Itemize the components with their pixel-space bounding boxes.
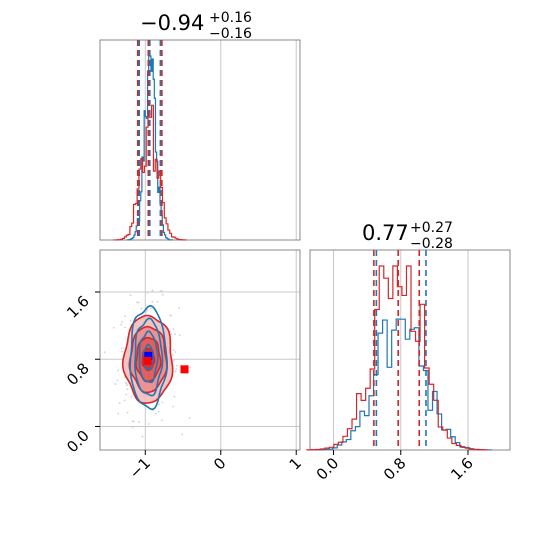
scatter-point bbox=[157, 410, 160, 413]
x-tick-label-param-0-2: 1 bbox=[286, 454, 305, 473]
scatter-point bbox=[188, 416, 191, 419]
marginal-panel-param-1 bbox=[306, 249, 511, 451]
scatter-point bbox=[124, 315, 126, 318]
scatter-point bbox=[150, 307, 152, 310]
scatter-point bbox=[131, 426, 134, 428]
scatter-point bbox=[178, 307, 181, 309]
scatter-point bbox=[132, 420, 135, 423]
truth-marker-2 bbox=[180, 365, 189, 374]
scatter-point bbox=[141, 435, 144, 438]
scatter-point bbox=[146, 309, 149, 311]
scatter-point bbox=[174, 333, 176, 336]
scatter-point bbox=[172, 405, 174, 408]
scatter-point bbox=[151, 289, 154, 292]
scatter-point bbox=[161, 419, 163, 422]
x-tick-label-param-0-1: 0 bbox=[210, 454, 229, 473]
scatter-point bbox=[174, 351, 177, 353]
scatter-point bbox=[121, 321, 123, 323]
scatter-point bbox=[169, 314, 172, 317]
scatter-point bbox=[170, 333, 172, 335]
marginal-0-hist-series-1 bbox=[112, 104, 187, 241]
scatter-point bbox=[121, 347, 124, 350]
scatter-point bbox=[136, 301, 138, 304]
scatter-point bbox=[126, 388, 129, 390]
param-0-title-plus: +0.16 bbox=[209, 10, 252, 26]
scatter-point bbox=[155, 412, 158, 415]
y-tick-label-param-1-2: 1.6 bbox=[63, 292, 93, 322]
scatter-point bbox=[175, 368, 178, 370]
scatter-point bbox=[169, 330, 172, 333]
scatter-point bbox=[103, 351, 106, 354]
y-tick-label-param-1-1: 0.8 bbox=[63, 359, 93, 389]
marginal-1-hist-series-0 bbox=[309, 318, 493, 451]
tick-labels: −1 0 1 0.0 0.8 1.6 0.0 0.8 1.6 bbox=[63, 291, 477, 484]
scatter-point bbox=[158, 403, 161, 406]
scatter-point bbox=[130, 395, 133, 398]
scatter-point bbox=[125, 382, 128, 385]
scatter-point bbox=[124, 381, 127, 384]
scatter-point bbox=[171, 354, 174, 356]
scatter-point bbox=[117, 412, 120, 415]
x-tick-label-param-0-0: −1 bbox=[126, 454, 154, 482]
joint-frame bbox=[99, 249, 301, 451]
scatter-point bbox=[118, 402, 121, 405]
marginal-1-hist-series-1 bbox=[306, 265, 489, 451]
scatter-point bbox=[161, 293, 164, 296]
scatter-point bbox=[123, 376, 126, 379]
scatter-point bbox=[173, 395, 176, 398]
scatter-point bbox=[175, 364, 178, 367]
scatter-point bbox=[123, 399, 126, 402]
scatter-point bbox=[146, 291, 149, 294]
scatter-point bbox=[178, 334, 181, 337]
scatter-point bbox=[120, 323, 123, 326]
scatter-point bbox=[126, 411, 129, 414]
scatter-point bbox=[151, 300, 154, 303]
y-tick-label-param-1-0: 0.0 bbox=[63, 427, 93, 457]
scatter-point bbox=[160, 289, 163, 292]
param-1-title-value: 0.77 bbox=[362, 221, 409, 245]
param-1-title: 0.77 +0.27 −0.28 bbox=[362, 220, 453, 252]
scatter-point bbox=[147, 423, 150, 425]
scatter-point bbox=[114, 383, 117, 385]
scatter-point bbox=[129, 294, 132, 297]
param-1-title-plus: +0.27 bbox=[410, 220, 453, 236]
marginal-1-frame bbox=[309, 249, 511, 451]
scatter-point bbox=[145, 310, 148, 313]
truth-marker-1 bbox=[143, 356, 152, 365]
param-0-title-minus: −0.16 bbox=[209, 26, 252, 42]
scatter-point bbox=[117, 369, 120, 372]
scatter-point bbox=[173, 359, 175, 362]
param-1-title-minus: −0.28 bbox=[410, 236, 453, 252]
scatter-point bbox=[116, 379, 119, 382]
scatter-point bbox=[181, 433, 184, 436]
scatter-point bbox=[140, 307, 143, 310]
marginal-0-frame bbox=[99, 39, 301, 241]
scatter-point bbox=[124, 326, 127, 329]
scatter-point bbox=[138, 421, 141, 423]
scatter-point bbox=[174, 370, 177, 373]
scatter-point bbox=[172, 328, 175, 331]
scatter-point bbox=[112, 326, 115, 329]
scatter-point bbox=[172, 349, 175, 352]
scatter-point bbox=[126, 384, 128, 387]
joint-contour-series-0-level-3 bbox=[129, 304, 168, 411]
joint-contour-series-0-level-1 bbox=[138, 330, 159, 384]
scatter-point bbox=[189, 366, 192, 369]
scatter-point bbox=[121, 350, 123, 353]
x-tick-label-param-1-1: 0.8 bbox=[380, 454, 410, 484]
param-0-title: −0.94 +0.16 −0.16 bbox=[140, 10, 252, 42]
joint-contour-series-0-level-2 bbox=[134, 317, 164, 397]
scatter-point bbox=[156, 300, 159, 303]
x-tick-label-param-1-2: 1.6 bbox=[447, 454, 477, 484]
scatter-point bbox=[125, 393, 128, 396]
x-tick-label-param-1-0: 0.0 bbox=[313, 454, 343, 484]
scatter-point bbox=[129, 319, 132, 322]
marginal-panel-param-0 bbox=[99, 39, 301, 241]
scatter-point bbox=[137, 301, 140, 304]
param-0-title-value: −0.94 bbox=[140, 11, 204, 35]
truth-marker-0 bbox=[144, 351, 153, 360]
scatter-point bbox=[161, 401, 164, 404]
joint-panel bbox=[99, 249, 301, 451]
